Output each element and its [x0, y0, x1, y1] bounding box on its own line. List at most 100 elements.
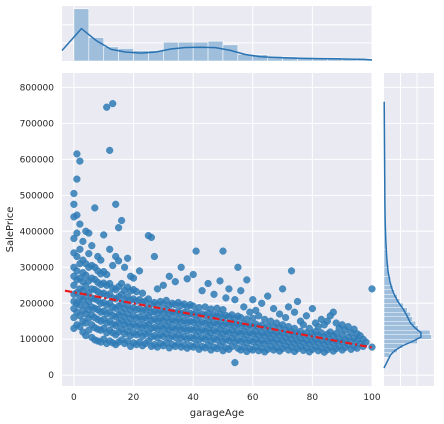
scatter-point: [112, 200, 120, 208]
scatter-point: [150, 252, 159, 261]
scatter-point: [123, 254, 132, 262]
scatter-point: [222, 294, 230, 302]
scatter-point: [129, 274, 138, 282]
scatter-point: [314, 323, 322, 331]
marginal-y-histogram: [383, 195, 432, 358]
scatter-point: [106, 146, 114, 155]
scatter-point: [329, 308, 337, 316]
y-tick-label: 200000: [20, 299, 55, 309]
scatter-point: [135, 267, 144, 275]
scatter-point: [117, 216, 126, 225]
scatter-point: [246, 308, 254, 316]
scatter-point: [171, 278, 179, 286]
y-tick-label: 500000: [20, 191, 55, 201]
marginal-x-bar: [118, 48, 134, 62]
scatter-point: [73, 252, 81, 261]
scatter-point: [85, 250, 93, 258]
scatter-point: [73, 229, 81, 237]
scatter-point: [368, 285, 376, 293]
scatter-point: [79, 237, 87, 246]
scatter-point: [308, 305, 317, 313]
scatter-point: [76, 220, 84, 228]
y-tick-label: 700000: [20, 119, 55, 129]
scatter-point: [204, 279, 212, 288]
scatter-point: [189, 302, 197, 310]
scatter-point: [323, 317, 331, 325]
scatter-point: [85, 326, 93, 334]
scatter-point: [270, 305, 278, 313]
scatter-point: [70, 189, 78, 198]
scatter-point: [216, 277, 224, 285]
scatter-point: [138, 289, 147, 297]
scatter-point: [70, 200, 78, 208]
scatter-point: [73, 211, 81, 219]
scatter-point: [258, 299, 266, 307]
y-tick-label: 300000: [20, 263, 55, 273]
scatter-point: [159, 281, 167, 289]
marginal-x-kde-curve: [61, 27, 373, 61]
scatter-point: [85, 229, 93, 237]
y-tick-label: 600000: [20, 155, 55, 165]
marginal-x-panel: [61, 6, 373, 62]
scatter-point: [210, 290, 218, 298]
scatter-point: [114, 224, 123, 232]
scatter-point: [153, 285, 162, 293]
scatter-point: [240, 303, 248, 311]
scatter-point: [368, 343, 376, 351]
scatter-point: [120, 263, 129, 271]
scatter-point: [147, 233, 156, 242]
scatter-point: [106, 245, 114, 253]
x-tick-label: 100: [363, 393, 380, 403]
scatter-point: [76, 245, 84, 253]
y-axis-label: SalePrice: [5, 207, 16, 253]
scatter-point: [165, 272, 173, 280]
scatter-point: [132, 288, 141, 296]
scatter-point: [225, 285, 233, 293]
marginal-y-bar: [383, 329, 431, 335]
x-axis-ticks: 0 20 40 60 80 100: [71, 393, 381, 403]
scatter-point: [73, 150, 81, 158]
marginal-x-bar: [177, 41, 194, 62]
y-axis-ticks: 0 100000 200000 300000 400000 500000 600000 700…: [20, 83, 55, 381]
scatter-point: [219, 247, 227, 255]
scatter-point: [249, 314, 257, 323]
marginal-x-bar: [163, 41, 179, 62]
scatter-point: [97, 256, 105, 264]
scatter-point: [198, 287, 206, 295]
scatter-point: [237, 287, 245, 295]
scatter-point: [219, 306, 227, 314]
scatter-panel: [62, 73, 376, 386]
marginal-x-bar: [222, 44, 239, 62]
scatter-point: [264, 292, 272, 300]
scatter-point: [276, 310, 284, 318]
y-tick-label: 400000: [20, 227, 55, 237]
scatter-point: [243, 276, 251, 284]
scatter-point: [290, 308, 299, 316]
marginal-y-bar: [383, 352, 390, 358]
x-axis-label: garageAge: [190, 408, 245, 419]
x-tick-label: 20: [128, 393, 140, 403]
marginal-y-kde-curve: [383, 101, 422, 369]
scatter-point: [282, 314, 290, 322]
scatter-point: [231, 296, 239, 304]
scatter-point: [302, 312, 311, 320]
scatter-point: [70, 234, 78, 243]
scatter-point: [76, 157, 84, 165]
scatter-point: [103, 270, 111, 279]
regression-line: [64, 289, 373, 349]
scatter-point: [88, 242, 96, 250]
x-tick-label: 80: [307, 393, 319, 403]
y-tick-label: 800000: [20, 83, 55, 93]
scatter-point: [255, 312, 263, 320]
marginal-y-bar: [383, 334, 432, 340]
scatter-point: [114, 257, 123, 265]
scatter-point: [362, 338, 370, 346]
scatter-point: [103, 103, 111, 111]
scatter-point: [183, 275, 191, 283]
scatter-point: [293, 297, 302, 306]
scatter-point: [73, 267, 81, 275]
marginal-x-bar: [207, 40, 224, 62]
y-tick-label: 100000: [20, 335, 55, 345]
scatter-point: [91, 204, 99, 212]
